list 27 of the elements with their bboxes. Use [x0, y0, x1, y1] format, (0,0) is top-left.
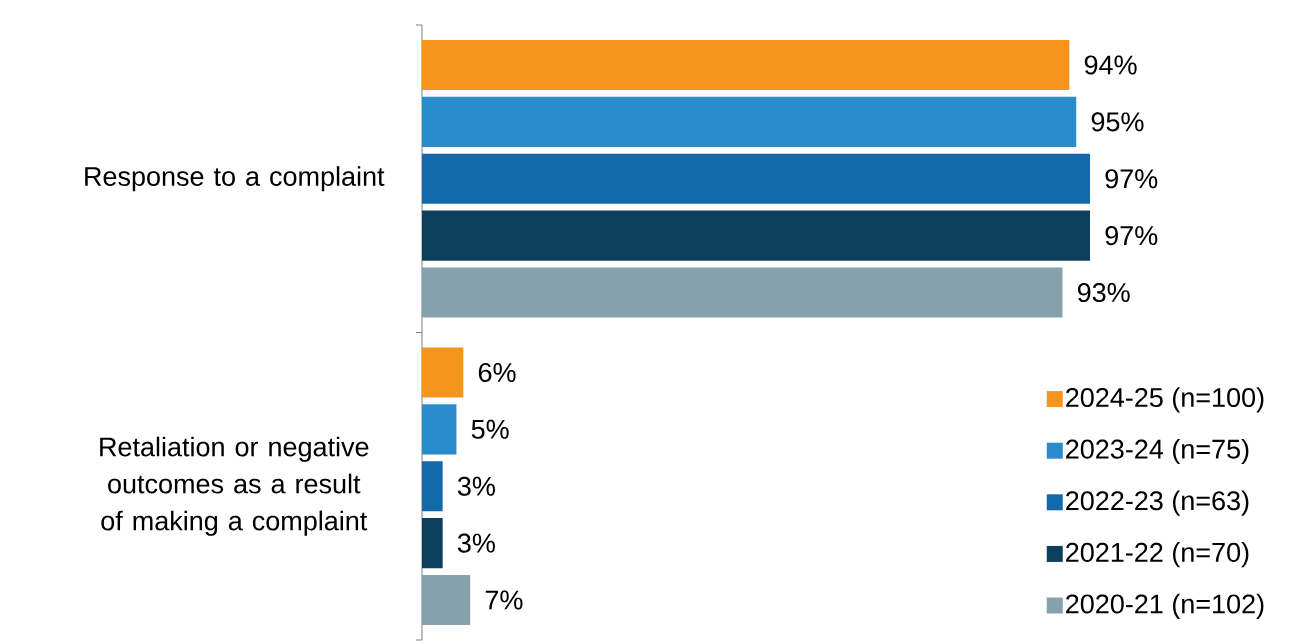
legend-label: 2020-21 (n=102) — [1066, 593, 1264, 619]
legend-label: 2023-24 (n=75) — [1066, 438, 1249, 465]
data-label: 95% — [1091, 112, 1144, 132]
bar — [422, 347, 464, 398]
bar — [422, 267, 1063, 318]
y-tick-label: Response to a complaint — [85, 166, 385, 192]
data-label: 93% — [1077, 282, 1130, 303]
data-label: 7% — [485, 590, 523, 610]
bar — [422, 39, 1070, 91]
data-label: 6% — [478, 362, 516, 383]
bar — [422, 404, 457, 455]
legend-label: 2021-22 (n=70) — [1066, 542, 1249, 568]
bar — [422, 574, 471, 626]
data-label: 97% — [1105, 226, 1158, 246]
legend-label: 2024-25 (n=100) — [1066, 387, 1264, 413]
data-label: 5% — [471, 419, 509, 439]
bar — [422, 96, 1077, 147]
data-label: 3% — [457, 476, 495, 496]
y-tick-label: Retaliation or negative outcomes as a result of making a complaint — [100, 436, 369, 536]
bar — [422, 210, 1090, 261]
bar — [422, 518, 443, 569]
bar — [422, 153, 1090, 204]
data-label: 94% — [1084, 55, 1137, 75]
data-label: 3% — [457, 533, 495, 553]
legend-label: 2022-23 (n=63) — [1066, 490, 1249, 516]
bar — [422, 461, 443, 512]
data-label: 97% — [1105, 169, 1158, 189]
